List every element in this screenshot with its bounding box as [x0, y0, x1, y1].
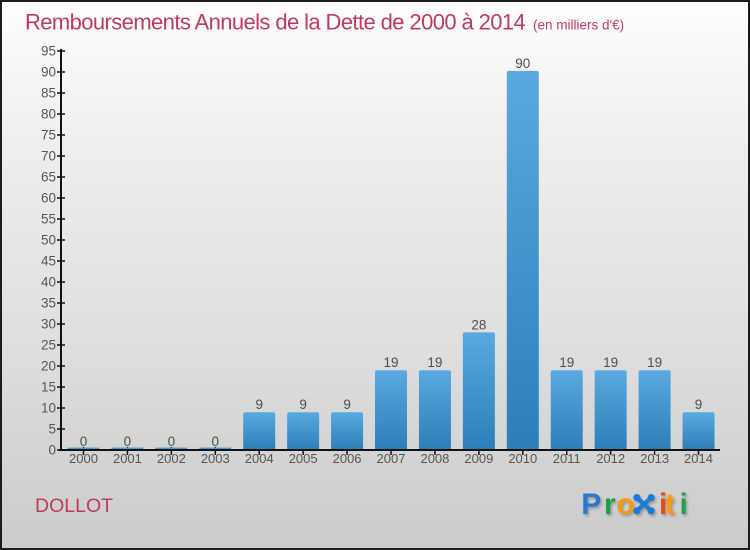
svg-text:15: 15	[41, 380, 56, 395]
svg-text:20: 20	[41, 359, 56, 374]
svg-text:65: 65	[41, 170, 56, 185]
svg-text:9: 9	[255, 397, 263, 412]
svg-text:2003: 2003	[201, 451, 230, 466]
svg-text:35: 35	[41, 296, 56, 311]
svg-text:(en milliers d'€): (en milliers d'€)	[533, 17, 624, 32]
svg-text:Remboursements Annuels de la D: Remboursements Annuels de la Dette de 20…	[25, 9, 526, 34]
svg-text:25: 25	[41, 338, 56, 353]
svg-text:50: 50	[41, 233, 56, 248]
svg-text:2007: 2007	[377, 451, 406, 466]
svg-text:19: 19	[603, 355, 618, 370]
svg-text:9: 9	[695, 397, 703, 412]
svg-text:9: 9	[299, 397, 307, 412]
svg-text:95: 95	[41, 44, 56, 59]
svg-text:9: 9	[343, 397, 351, 412]
svg-text:2014: 2014	[684, 451, 713, 466]
svg-text:28: 28	[471, 317, 486, 332]
svg-text:80: 80	[41, 107, 56, 122]
svg-text:40: 40	[41, 275, 56, 290]
svg-text:2009: 2009	[464, 451, 493, 466]
svg-text:2000: 2000	[69, 451, 98, 466]
svg-text:2006: 2006	[333, 451, 362, 466]
svg-text:P: P	[581, 488, 601, 521]
svg-text:70: 70	[41, 149, 56, 164]
svg-text:0: 0	[212, 434, 220, 449]
svg-text:19: 19	[559, 355, 574, 370]
svg-text:19: 19	[427, 355, 442, 370]
svg-text:85: 85	[41, 86, 56, 101]
svg-text:2012: 2012	[596, 451, 625, 466]
svg-text:19: 19	[647, 355, 662, 370]
svg-text:2011: 2011	[553, 451, 581, 466]
svg-text:2010: 2010	[508, 451, 537, 466]
svg-text:0: 0	[80, 434, 88, 449]
svg-text:0: 0	[124, 434, 132, 449]
svg-text:2004: 2004	[245, 451, 274, 466]
svg-text:DOLLOT: DOLLOT	[35, 495, 113, 517]
svg-text:19: 19	[383, 355, 398, 370]
svg-text:2002: 2002	[157, 451, 186, 466]
svg-text:75: 75	[41, 128, 56, 143]
svg-text:r: r	[604, 488, 616, 521]
svg-text:i: i	[659, 488, 667, 521]
svg-text:o: o	[616, 488, 634, 521]
svg-text:10: 10	[41, 401, 56, 416]
svg-text:2013: 2013	[640, 451, 669, 466]
svg-text:5: 5	[48, 422, 56, 437]
svg-text:55: 55	[41, 212, 56, 227]
svg-text:45: 45	[41, 254, 56, 269]
svg-text:t: t	[665, 488, 675, 521]
svg-text:0: 0	[168, 434, 176, 449]
svg-text:90: 90	[41, 65, 56, 80]
svg-text:2001: 2001	[113, 451, 142, 466]
svg-text:i: i	[680, 488, 688, 521]
svg-text:2008: 2008	[420, 451, 449, 466]
svg-text:90: 90	[515, 56, 530, 71]
svg-text:2005: 2005	[289, 451, 318, 466]
svg-text:60: 60	[41, 191, 56, 206]
svg-text:30: 30	[41, 317, 56, 332]
svg-text:0: 0	[48, 443, 56, 458]
